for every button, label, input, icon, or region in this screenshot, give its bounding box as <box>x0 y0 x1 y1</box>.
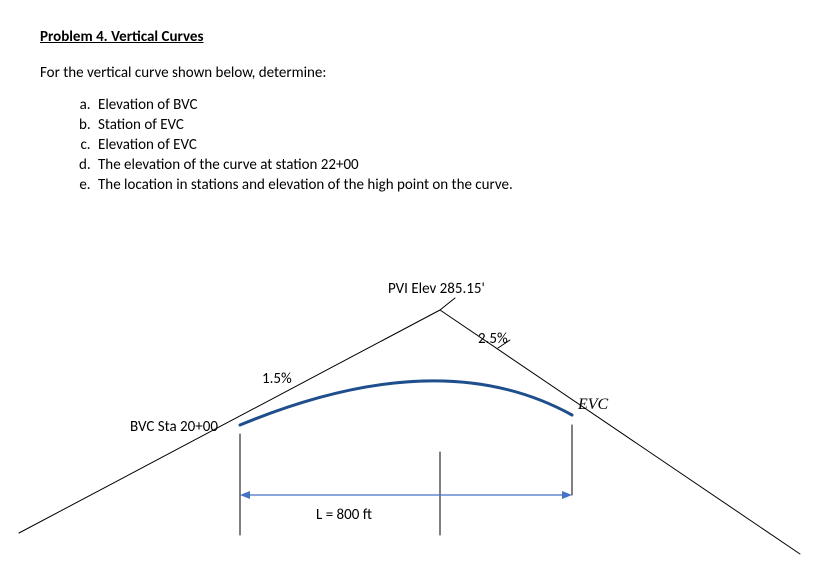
question-list: Elevation of BVC Station of EVC Elevatio… <box>40 96 779 194</box>
list-item: Elevation of EVC <box>94 136 779 154</box>
grade1-label: 1.5% <box>262 370 292 388</box>
list-item: Elevation of BVC <box>94 96 779 114</box>
list-item: The location in stations and elevation o… <box>94 176 779 194</box>
page-root: Problem 4. Vertical Curves For the verti… <box>0 0 819 565</box>
curve-figure: PVI Elev 285.15' 2.5% 1.5% EVC BVC Sta 2… <box>0 280 819 565</box>
grade2-label: 2.5% <box>478 330 508 348</box>
bvc-label: BVC Sta 20+00 <box>130 418 218 436</box>
evc-label: EVC <box>578 396 608 414</box>
curve-svg <box>0 280 819 565</box>
problem-title: Problem 4. Vertical Curves <box>40 28 779 46</box>
pvi-label: PVI Elev 285.15' <box>388 280 485 298</box>
list-item: The elevation of the curve at station 22… <box>94 156 779 174</box>
list-item: Station of EVC <box>94 116 779 134</box>
length-label: L = 800 ft <box>316 506 372 524</box>
intro-text: For the vertical curve shown below, dete… <box>40 64 779 82</box>
